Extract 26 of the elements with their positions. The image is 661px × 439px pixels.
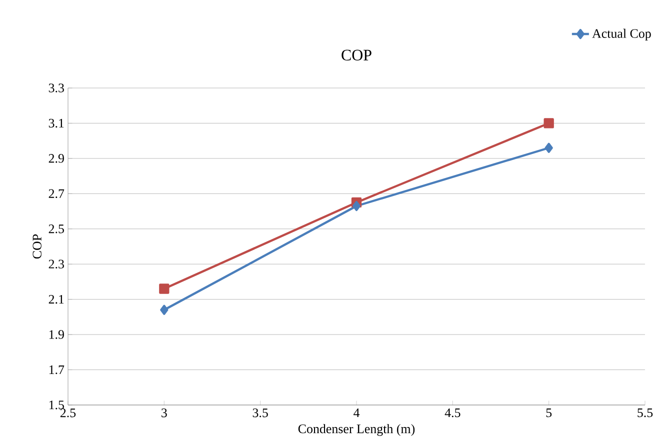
y-tick-label: 1.5 — [49, 400, 64, 410]
y-tick-label: 2.5 — [48, 224, 64, 234]
y-tick-label: 3.1 — [48, 118, 64, 128]
point — [544, 118, 554, 128]
y-tick-label: 2.7 — [48, 189, 64, 198]
x-tick-label: 4 — [354, 408, 360, 417]
y-axis-title: COP — [32, 234, 42, 258]
point — [352, 200, 361, 211]
x-tick-label: 5 — [546, 408, 552, 418]
x-tick-label: 2.5 — [60, 408, 76, 418]
legend-label: Actual Cop — [592, 28, 651, 40]
point — [160, 304, 168, 315]
y-tick-label: 2.1 — [48, 294, 64, 304]
y-tick-label: 2.9 — [48, 154, 64, 163]
point — [544, 142, 553, 153]
x-tick-label: 4.5 — [444, 408, 460, 418]
y-tick-label: 1.7 — [49, 365, 64, 374]
point — [159, 284, 170, 294]
y-tick-label: 2.3 — [48, 260, 64, 268]
chart-title: COP — [342, 50, 372, 60]
x-tick-label: 5.5 — [638, 408, 653, 418]
x-tick-label: 3.5 — [252, 408, 268, 418]
y-tick-label: 1.9 — [49, 330, 64, 339]
x-tick-label: 3 — [162, 408, 167, 418]
x-axis-title: Condenser Length (m) — [298, 424, 415, 436]
y-tick-label: 3.3 — [48, 84, 64, 92]
